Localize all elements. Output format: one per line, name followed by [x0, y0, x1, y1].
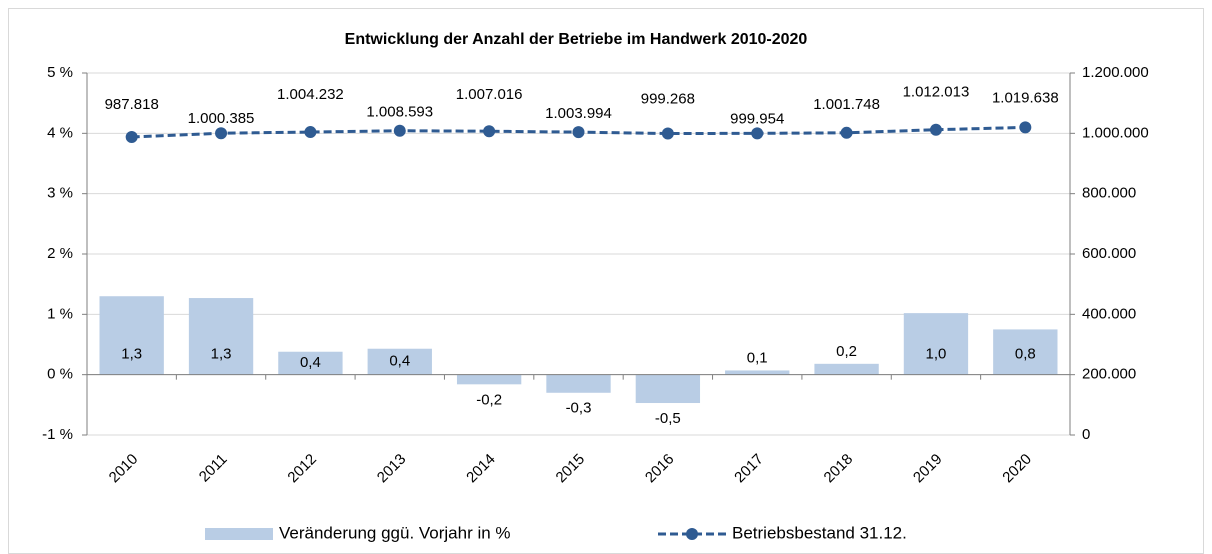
bar [993, 329, 1058, 375]
y-tick-label: 2 % [47, 245, 73, 262]
chart-title: Entwicklung der Anzahl der Betriebe im H… [345, 31, 808, 48]
y2-tick-label: 1.200.000 [1082, 64, 1149, 81]
legend-label: Veränderung ggü. Vorjahr in % [279, 523, 511, 542]
y2-tick-label: 600.000 [1082, 245, 1136, 262]
line-value-label: 999.268 [641, 91, 695, 108]
line-value-label: 1.003.994 [545, 105, 612, 122]
bar-value-label: 0,8 [1015, 346, 1036, 363]
legend-label: Betriebsbestand 31.12. [732, 523, 907, 542]
line-value-label: 999.954 [730, 110, 784, 127]
y2-tick-label: 800.000 [1082, 185, 1136, 202]
x-tick-label: 2010 [106, 451, 142, 487]
x-tick-label: 2017 [731, 451, 767, 487]
bar [903, 313, 969, 375]
bar [188, 298, 254, 375]
bar [814, 363, 879, 375]
line-value-label: 1.012.013 [903, 84, 970, 101]
x-tick-label: 2018 [821, 451, 857, 487]
line-point [751, 127, 764, 140]
line-point [393, 124, 406, 137]
y-tick-label: 1 % [47, 305, 73, 322]
bar [278, 351, 343, 375]
y-tick-label: 3 % [47, 185, 73, 202]
line-value-label: 1.004.232 [277, 86, 344, 103]
bar-value-label: 1,3 [211, 346, 232, 363]
line-point [929, 123, 942, 136]
bar [456, 374, 522, 385]
bar-value-label: 0,4 [389, 353, 410, 370]
line-point [1019, 121, 1032, 134]
bar-value-label: -0,2 [476, 391, 502, 408]
y-tick-label: -1 % [42, 426, 73, 443]
y2-tick-label: 1.000.000 [1082, 124, 1149, 141]
x-tick-label: 2015 [553, 451, 589, 487]
line-point [661, 127, 674, 140]
y2-tick-label: 200.000 [1082, 366, 1136, 383]
bar-value-label: 0,2 [836, 343, 857, 360]
bar [725, 370, 790, 375]
x-tick-label: 2020 [999, 451, 1035, 487]
line-value-label: 1.019.638 [992, 89, 1059, 106]
x-tick-label: 2011 [196, 451, 231, 486]
bar-value-label: 0,4 [300, 354, 321, 371]
bar-value-label: 1,3 [121, 346, 142, 363]
line-value-label: 1.000.385 [188, 110, 255, 127]
y-tick-label: 5 % [47, 64, 73, 81]
bar [367, 348, 432, 375]
x-tick-label: 2019 [910, 451, 946, 487]
line-value-label: 987.818 [105, 96, 159, 113]
y2-tick-label: 0 [1082, 426, 1090, 443]
bar-value-label: 0,1 [747, 349, 768, 366]
x-tick-label: 2014 [463, 451, 499, 487]
x-tick-label: 2012 [284, 451, 320, 487]
y-tick-label: 4 % [47, 124, 73, 141]
line-value-label: 1.007.016 [456, 86, 523, 103]
bar-value-label: 1,0 [926, 346, 947, 363]
bar-value-label: -0,3 [566, 400, 592, 417]
bar [635, 374, 701, 404]
line-point [483, 125, 496, 138]
y2-tick-label: 400.000 [1082, 305, 1136, 322]
line-point [215, 127, 228, 140]
line-point [125, 131, 138, 144]
line-value-label: 1.001.748 [813, 96, 880, 113]
bar [546, 374, 611, 393]
x-tick-label: 2016 [642, 451, 678, 487]
line-point [840, 126, 853, 139]
legend-swatch-point [686, 528, 698, 540]
x-tick-label: 2013 [374, 451, 410, 487]
y-tick-label: 0 % [47, 366, 73, 383]
line-point [304, 126, 317, 139]
line-value-label: 1.008.593 [366, 104, 433, 121]
legend-swatch [205, 528, 273, 540]
bar [99, 296, 164, 375]
bar-value-label: -0,5 [655, 410, 681, 427]
line-point [572, 126, 585, 139]
